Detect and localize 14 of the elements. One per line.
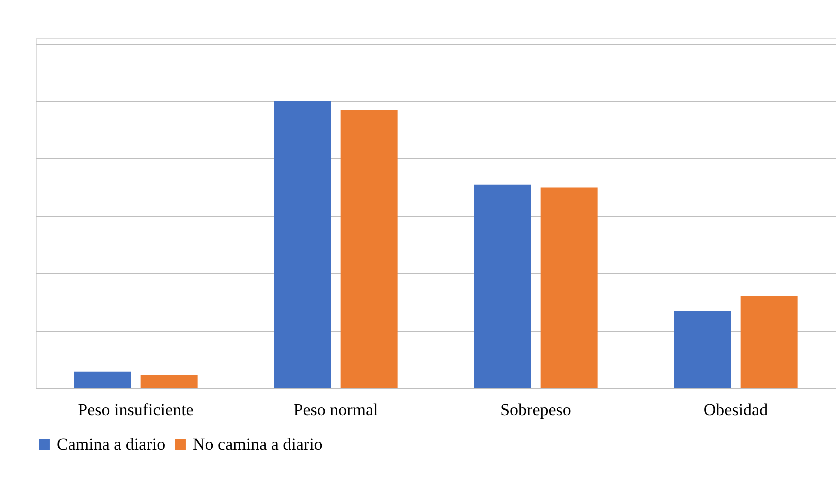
bar	[274, 101, 332, 388]
bar	[674, 311, 732, 388]
bar	[340, 110, 398, 388]
bar	[140, 375, 198, 388]
legend-label: Camina a diario	[57, 434, 166, 454]
x-tick-label: Peso insuficiente	[78, 400, 194, 420]
bar	[540, 188, 598, 388]
bar	[740, 296, 798, 388]
x-tick-label: Obesidad	[704, 400, 769, 420]
legend-label: No camina a diario	[193, 434, 323, 454]
x-tick-label: Sobrepeso	[500, 400, 572, 420]
x-tick-label: Peso normal	[294, 400, 379, 420]
bar	[74, 372, 132, 388]
bar	[474, 184, 532, 388]
